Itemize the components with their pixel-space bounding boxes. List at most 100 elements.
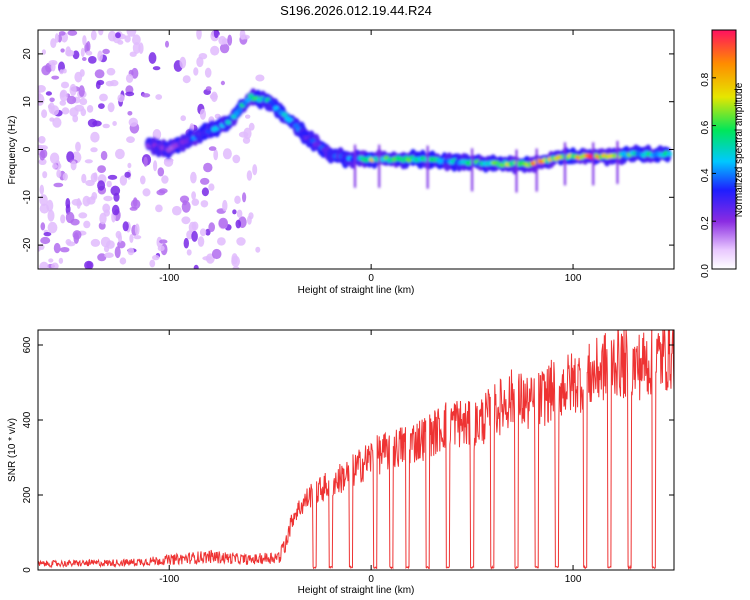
spectrogram-noise-cell: [90, 30, 97, 41]
spectrogram-noise-cell: [143, 156, 148, 167]
spectrogram-noise-cell: [94, 69, 105, 79]
spectrogram-ridge-core: [666, 151, 673, 157]
spectrogram-noise-cell: [140, 175, 146, 185]
spectrogram-noise-cell: [46, 199, 54, 212]
spectrogram-noise-cell: [97, 180, 106, 191]
spectrogram-noise-cell: [188, 221, 197, 233]
spectrogram-noise-cell: [106, 180, 112, 188]
spectrogram-noise-cell: [96, 79, 105, 86]
spectrogram-noise-cell: [56, 169, 62, 178]
snr-y-tick-label: 600: [22, 336, 33, 353]
spectrogram-ylabel: Frequency (Hz): [7, 116, 18, 185]
spectrogram-noise-cell: [119, 257, 127, 265]
spectrogram-ridge-core: [245, 97, 251, 103]
spectrogram-noise-cell: [38, 136, 46, 144]
spectrogram-noise-cell: [86, 105, 94, 113]
spectrogram-noise-cell: [217, 237, 226, 246]
spectrogram-noise-cell: [65, 239, 72, 245]
spectrogram-noise-cell: [60, 81, 70, 89]
spectrogram-noise-cell: [103, 195, 113, 202]
spectrogram-noise-cell: [204, 67, 212, 78]
spectrogram-noise-cell: [65, 49, 75, 57]
spectrogram-noise-cell: [179, 56, 187, 69]
spectrogram-noise-cell: [54, 33, 59, 43]
spectrogram-noise-cell: [255, 246, 261, 253]
colorbar-label: Normalized spectral amplitude: [734, 82, 745, 217]
spectrogram-noise-cell: [86, 41, 91, 52]
spectrogram-noise-cell: [149, 259, 156, 268]
spectrogram-noise-cell: [106, 67, 116, 76]
spectrogram-noise-cell: [183, 237, 189, 249]
spectrogram-noise-cell: [165, 40, 169, 48]
spectrogram-noise-cell: [78, 212, 88, 219]
spectrogram-ridge-core: [236, 107, 243, 113]
spectrogram-noise-cell: [72, 230, 82, 240]
spectrogram-noise-cell: [114, 246, 121, 259]
spectrogram-noise-cell: [141, 93, 151, 98]
snr-x-tick-label: 100: [565, 574, 582, 585]
spectrogram-noise-cell: [102, 123, 110, 129]
spectrogram-noise-cell: [232, 154, 241, 164]
spectrogram-noise-cell: [66, 95, 77, 105]
spectrogram-noise-cell: [112, 121, 117, 126]
spectrogram-noise-cell: [52, 117, 62, 128]
snr-y-tick-label: 400: [22, 411, 33, 428]
spectrogram-noise-cell: [248, 122, 255, 131]
spectrogram-noise-cell: [201, 187, 209, 197]
spectrogram-noise-cell: [247, 215, 252, 225]
spectrogram-noise-cell: [161, 175, 169, 184]
spectrogram-noise-cell: [242, 192, 247, 203]
spectrogram-noise-cell: [80, 108, 87, 117]
spectrogram-noise-cell: [62, 172, 68, 181]
spectrogram-noise-cell: [74, 71, 83, 83]
spectrogram-noise-cell: [246, 170, 253, 181]
spectrogram-noise-cell: [240, 34, 250, 40]
spectrogram-noise-cell: [220, 80, 225, 86]
spectrogram-noise-cell: [191, 191, 197, 200]
spectrogram-noise-cell: [127, 247, 135, 256]
snr-x-tick-label: -100: [159, 574, 179, 585]
spectrogram-noise-cell: [129, 51, 137, 57]
spectrogram-noise-cell: [61, 107, 70, 115]
spectrogram-noise-cell: [107, 102, 115, 113]
spectrogram-noise-cell: [232, 209, 237, 215]
spectrogram-noise-cell: [39, 261, 49, 269]
spectrogram-noise-cell: [99, 212, 107, 225]
spectrogram-noise-cell: [236, 209, 243, 218]
spectrogram-noise-cell: [210, 45, 220, 56]
spectrogram-noise-cell: [131, 67, 139, 79]
spectrogram-noise-cell: [42, 171, 48, 179]
spectrogram-noise-cell: [122, 221, 129, 232]
spectrogram-noise-cell: [58, 31, 66, 36]
spectrogram-noise-cell: [59, 69, 64, 75]
spectrogram-noise-cell: [218, 35, 227, 45]
spectrogram-noise-cell: [102, 48, 110, 55]
spectrogram-noise-cell: [117, 240, 126, 249]
colorbar: 0.0 0.2 0.4 0.6 0.8 Normalized spectral ampl…: [700, 29, 745, 278]
spectrogram-noise-cell: [100, 236, 111, 248]
snr-panel: -100 0 100 0 200 400 600 Height of straight l…: [7, 329, 675, 596]
spectrogram-noise-cell: [48, 258, 54, 263]
spectrogram-noise-cell: [138, 42, 144, 54]
spectrogram-noise-cell: [157, 245, 165, 252]
spectrogram-noise-cell: [58, 257, 64, 264]
spectrogram-noise-cell: [49, 152, 60, 164]
spectrogram-noise-cell: [132, 42, 141, 54]
spectrogram-noise-cell: [193, 264, 199, 269]
spectrogram-ridge-core: [293, 123, 299, 129]
spectrogram-noise-cell: [88, 56, 97, 64]
spectrogram-noise-cell: [182, 75, 191, 84]
spectrogram-noise-cell: [211, 248, 222, 260]
snr-x-ticks: -100 0 100: [159, 330, 582, 585]
spectrogram-noise-cell: [255, 74, 265, 82]
colorbar-scale: [711, 29, 737, 270]
spectrogram-noise-cell: [45, 91, 53, 96]
spectrogram-noise-cell: [213, 149, 219, 161]
spectrogram-noise-cell: [235, 219, 242, 229]
spectrogram-noise-cell: [109, 79, 119, 87]
spectrogram-noise-cell: [193, 67, 199, 76]
spectrogram-noise-cell: [119, 175, 128, 186]
spectrogram-noise-cell: [191, 198, 200, 206]
